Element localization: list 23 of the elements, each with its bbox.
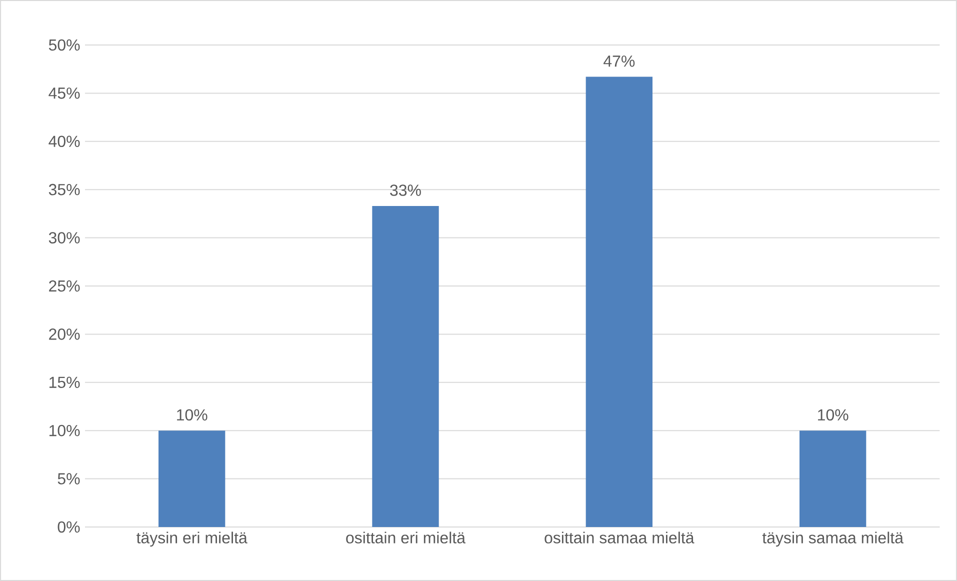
x-tick-label: täysin samaa mieltä bbox=[762, 532, 904, 547]
y-tick-label: 45% bbox=[48, 88, 80, 99]
bar bbox=[800, 430, 866, 527]
x-tick-label: täysin eri mieltä bbox=[136, 532, 248, 547]
data-label: 33% bbox=[390, 184, 421, 196]
y-tick-label: 10% bbox=[49, 424, 80, 436]
bar bbox=[372, 206, 439, 527]
bar bbox=[586, 76, 652, 527]
y-tick-label: 20% bbox=[49, 328, 80, 340]
data-label: 10% bbox=[818, 409, 848, 421]
data-label: 47% bbox=[604, 56, 635, 67]
y-tick-label: 5% bbox=[58, 473, 80, 484]
y-tick-label: 50% bbox=[48, 39, 80, 51]
data-label: 10% bbox=[177, 409, 208, 421]
y-tick-label: 40% bbox=[48, 136, 80, 148]
y-tick-label: 0% bbox=[58, 521, 80, 533]
bar bbox=[158, 430, 226, 527]
y-tick-label: 35% bbox=[48, 184, 80, 196]
y-tick-label: 25% bbox=[49, 280, 80, 292]
x-tick-label: osittain eri mieltä bbox=[346, 532, 466, 544]
x-tick-label: osittain samaa mieltä bbox=[544, 532, 694, 544]
y-tick-label: 30% bbox=[48, 232, 80, 244]
y-tick-label: 15% bbox=[49, 376, 80, 388]
